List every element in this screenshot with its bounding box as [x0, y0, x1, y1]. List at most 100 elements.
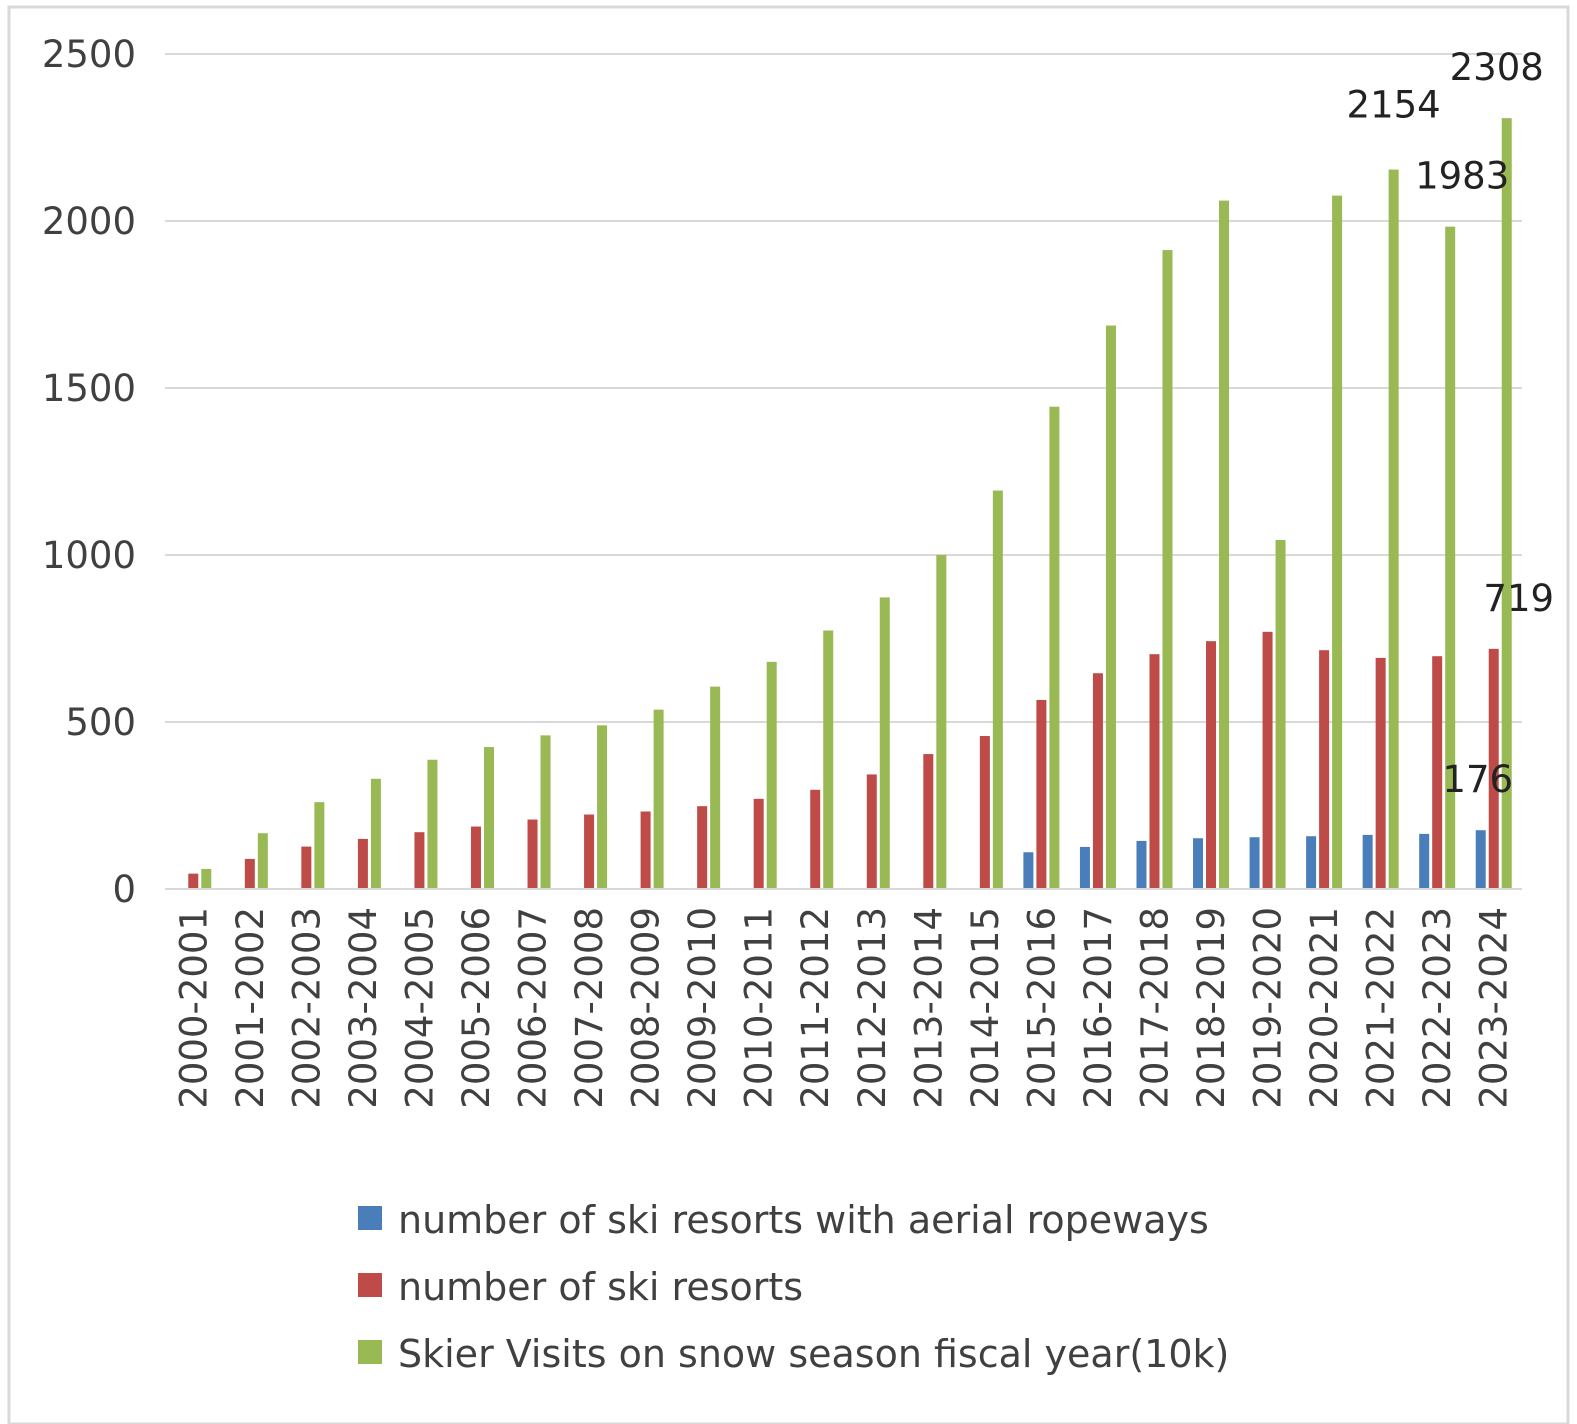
x-tick-label: 2000-2001	[172, 907, 215, 1109]
bar-series2-2016-2017	[1105, 325, 1116, 889]
bar-series2-2022-2023	[1445, 226, 1456, 890]
x-tick-label: 2013-2014	[907, 907, 950, 1109]
x-tick-label: 2021-2022	[1360, 907, 1403, 1109]
bar-series1-2007-2008	[584, 814, 595, 889]
x-axis-ticks: 2000-2001 2001-2002 2002-2003 2003-2004 2004…	[172, 907, 1515, 1109]
bar-series1-2000-2001	[188, 873, 199, 889]
bar-series2-2005-2006	[483, 747, 494, 889]
legend-swatch-2	[358, 1340, 382, 1364]
bar-series1-2006-2007	[527, 819, 538, 889]
x-tick-label: 2006-2007	[512, 907, 555, 1109]
bar-series0-2022-2023	[1419, 833, 1430, 889]
legend-label-1: number of ski resorts	[398, 1265, 803, 1309]
x-tick-label: 2016-2017	[1077, 907, 1120, 1109]
bar-series1-2001-2002	[244, 858, 255, 889]
bar-series0-2019-2020	[1249, 837, 1260, 889]
bar-series1-2021-2022	[1375, 657, 1386, 889]
bar-series2-2002-2003	[314, 802, 325, 889]
data-label: 719	[1483, 577, 1554, 620]
bar-series1-2020-2021	[1319, 650, 1330, 889]
bar-series2-2006-2007	[540, 735, 551, 889]
y-tick-label: 1000	[42, 534, 136, 577]
bar-series0-2015-2016	[1023, 852, 1034, 889]
bar-series0-2023-2024	[1475, 830, 1486, 889]
x-tick-label: 2011-2012	[794, 907, 837, 1109]
x-tick-label: 2017-2018	[1133, 907, 1176, 1109]
bars	[188, 118, 1512, 890]
x-tick-label: 2022-2023	[1416, 907, 1459, 1109]
bar-series0-2018-2019	[1193, 838, 1204, 889]
legend-swatch-0	[358, 1206, 382, 1230]
bar-series0-2016-2017	[1079, 846, 1090, 889]
y-tick-label: 500	[65, 701, 136, 744]
x-tick-label: 2008-2009	[625, 907, 668, 1109]
bar-series1-2009-2010	[697, 806, 708, 889]
bar-series1-2013-2014	[923, 754, 934, 889]
bar-series2-2008-2009	[653, 709, 664, 889]
bar-series1-2011-2012	[810, 789, 821, 889]
bar-series2-2014-2015	[992, 490, 1003, 889]
x-tick-label: 2009-2010	[681, 907, 724, 1109]
bar-series1-2012-2013	[866, 774, 877, 889]
data-labels: 2154 1983 2308 719 176	[1347, 46, 1554, 801]
bar-series1-2002-2003	[301, 846, 312, 889]
bar-series1-2015-2016	[1036, 699, 1047, 889]
bar-series1-2014-2015	[979, 736, 990, 889]
bar-series1-2022-2023	[1432, 656, 1443, 889]
bar-series2-2004-2005	[427, 759, 438, 889]
bar-series2-2012-2013	[879, 597, 890, 889]
x-tick-label: 2001-2002	[229, 907, 272, 1109]
x-tick-label: 2020-2021	[1303, 907, 1346, 1109]
bar-series2-2021-2022	[1388, 169, 1399, 890]
bar-series2-2010-2011	[766, 661, 777, 889]
bar-series2-2000-2001	[201, 868, 212, 889]
x-tick-label: 2023-2024	[1473, 907, 1516, 1109]
bar-series1-2016-2017	[1092, 673, 1103, 889]
chart-border	[7, 5, 1570, 1424]
bar-series2-2015-2016	[1049, 406, 1060, 889]
bar-series1-2018-2019	[1206, 641, 1217, 889]
bar-series2-2017-2018	[1162, 250, 1173, 890]
y-tick-label: 1500	[42, 367, 136, 410]
x-tick-label: 2012-2013	[851, 907, 894, 1109]
legend-label-0: number of ski resorts with aerial ropewa…	[398, 1198, 1209, 1242]
data-label: 2308	[1450, 46, 1544, 89]
x-tick-label: 2005-2006	[455, 907, 498, 1109]
bar-series2-2013-2014	[936, 555, 947, 889]
x-tick-label: 2014-2015	[964, 907, 1007, 1109]
x-tick-label: 2018-2019	[1190, 907, 1233, 1109]
bar-series1-2017-2018	[1149, 654, 1160, 889]
data-label: 1983	[1415, 155, 1509, 198]
bar-series1-2010-2011	[753, 798, 764, 889]
bar-series2-2001-2002	[257, 833, 268, 889]
bar-series2-2018-2019	[1219, 200, 1230, 890]
bar-series1-2008-2009	[640, 811, 651, 889]
bar-series2-2020-2021	[1332, 195, 1343, 890]
x-tick-label: 2010-2011	[738, 907, 781, 1109]
bar-series0-2021-2022	[1362, 834, 1373, 889]
y-axis-ticks: 0 500 1000 1500 2000 2500	[42, 33, 136, 911]
x-tick-label: 2007-2008	[568, 907, 611, 1109]
bar-series1-2023-2024	[1488, 648, 1499, 889]
gridlines	[165, 53, 1522, 723]
bar-series1-2005-2006	[470, 826, 481, 889]
bar-series0-2017-2018	[1136, 840, 1147, 889]
bar-series2-2007-2008	[597, 725, 608, 889]
bar-series1-2003-2004	[357, 838, 368, 889]
x-tick-label: 2002-2003	[285, 907, 328, 1109]
legend-swatch-1	[358, 1273, 382, 1297]
legend: number of ski resorts with aerial ropewa…	[358, 1198, 1229, 1376]
bar-series1-2004-2005	[414, 832, 425, 889]
bar-series2-2019-2020	[1275, 539, 1286, 889]
x-tick-label: 2015-2016	[1020, 907, 1063, 1109]
bar-series1-2019-2020	[1262, 631, 1273, 889]
data-label: 176	[1442, 758, 1513, 801]
y-tick-label: 0	[112, 868, 136, 911]
x-tick-label: 2003-2004	[342, 907, 385, 1109]
y-tick-label: 2000	[42, 200, 136, 243]
bar-series2-2011-2012	[823, 630, 834, 889]
x-tick-label: 2019-2020	[1247, 907, 1290, 1109]
bar-series2-2009-2010	[710, 686, 721, 889]
